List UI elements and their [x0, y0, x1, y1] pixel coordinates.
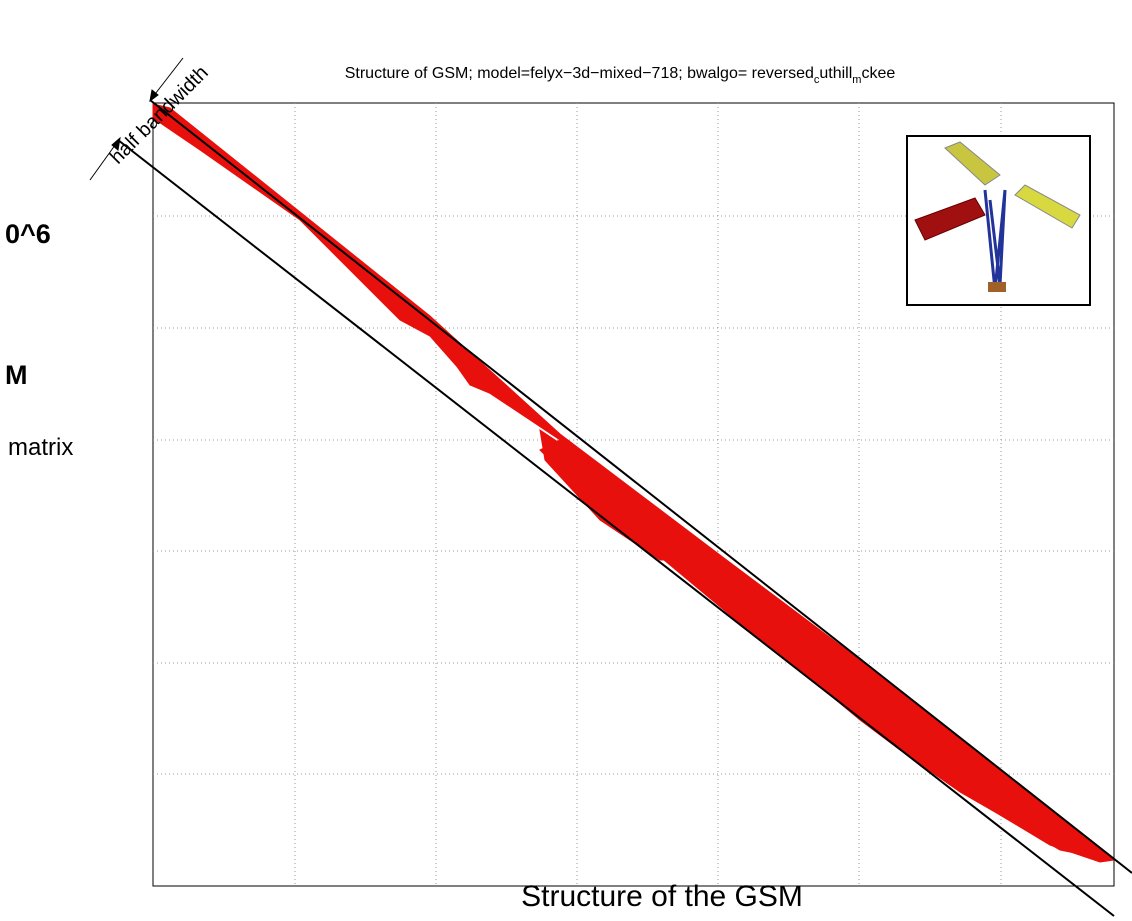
- model-inset: [907, 136, 1090, 305]
- plot-title: Structure of GSM; model=felyx−3d−mixed−7…: [345, 65, 896, 86]
- slide: half bandwidth Structure of GSM; model=f…: [0, 0, 1132, 921]
- caption: Structure of the GSM: [521, 880, 803, 913]
- left-text: matrix: [8, 434, 73, 461]
- page: half bandwidth Structure of GSM; model=f…: [0, 0, 1132, 921]
- left-text: 0^6: [5, 219, 51, 249]
- left-text: M: [5, 360, 28, 390]
